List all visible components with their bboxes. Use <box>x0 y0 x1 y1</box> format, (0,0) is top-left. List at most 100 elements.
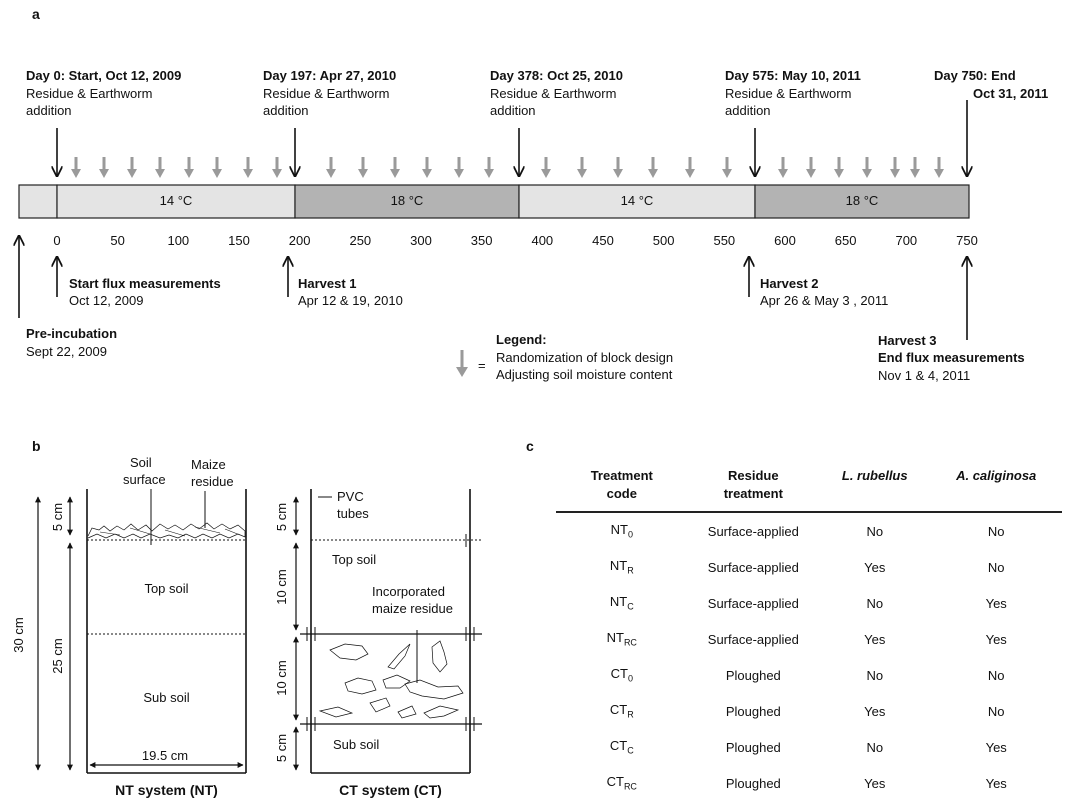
l-rubellus-cell: Yes <box>864 775 886 791</box>
temperature-period-1: 14 °C <box>159 193 193 208</box>
period-pre <box>18 184 58 219</box>
event-day575-title: Day 575: May 10, 2011 <box>725 68 861 83</box>
treatment-code-cell: NTRC <box>556 621 688 657</box>
treatment-table-header: Treatment code Residue treatment L. rubell… <box>556 463 1062 512</box>
residue-treatment-cell: Ploughed <box>725 703 781 719</box>
ct-incorporated-line2: maize residue <box>372 601 453 616</box>
treatment-code-cell: CTR <box>556 693 688 729</box>
legend-marker-icon <box>456 350 468 377</box>
adjustment-marker-icon <box>212 157 222 178</box>
legend-line2: Adjusting soil moisture content <box>496 367 673 382</box>
ct-pvc-line2: tubes <box>337 506 369 521</box>
event-day750-title: Day 750: End <box>934 68 1016 83</box>
ct-depth-10cm-top: 10 cm <box>274 569 289 605</box>
nt-top-soil: Top soil <box>144 581 189 596</box>
axis-tick-label: 250 <box>349 233 372 248</box>
adjustment-marker-icon <box>243 157 253 178</box>
adjustment-marker-icon <box>934 157 944 178</box>
code-base: CT <box>609 702 628 718</box>
axis-tick-label: 500 <box>652 233 675 248</box>
adjustment-marker-icon <box>778 157 788 178</box>
code-subscript: C <box>627 601 634 612</box>
event-day378-line2: Residue & Earthworm <box>490 86 617 101</box>
nt-diagram <box>35 489 247 774</box>
table-row: CT0 Ploughed No No <box>556 657 1062 693</box>
event-day197-title: Day 197: Apr 27, 2010 <box>263 68 397 83</box>
start-flux-date: Oct 12, 2009 <box>69 293 144 308</box>
treatment-code-cell: NTR <box>556 549 688 585</box>
adjustment-marker-icon <box>648 157 658 178</box>
adjustment-marker-icon <box>722 157 732 178</box>
nt-depth-5cm: 5 cm <box>50 502 65 532</box>
temperature-period-2: 18 °C <box>390 193 424 208</box>
axis-tick-label: 100 <box>167 233 190 248</box>
adjustment-marker-icon <box>862 157 872 178</box>
treatment-code-cell: CTRC <box>556 765 688 801</box>
harvest1-date: Apr 12 & 19, 2010 <box>298 293 403 308</box>
nt-width-label: 19.5 cm <box>141 748 189 763</box>
adjustment-marker-icon <box>806 157 816 178</box>
event-day378-title: Day 378: Oct 25, 2010 <box>490 68 623 83</box>
axis-tick-label: 400 <box>531 233 554 248</box>
l-rubellus-cell: Yes <box>864 631 886 647</box>
adjustment-marker-icon <box>390 157 400 178</box>
period-1 <box>56 184 296 219</box>
preincubation-title: Pre-incubation <box>26 326 118 341</box>
code-subscript: RC <box>623 637 637 648</box>
a-caliginosa-cell: No <box>987 559 1005 575</box>
nt-sub-soil: Sub soil <box>143 690 190 705</box>
code-subscript: RC <box>623 781 637 792</box>
l-rubellus-cell: Yes <box>864 703 886 719</box>
period-2 <box>294 184 520 219</box>
nt-caption: NT system (NT) <box>115 782 218 798</box>
a-caliginosa-cell: No <box>987 523 1005 539</box>
period-4 <box>754 184 970 219</box>
event-day197-line2: Residue & Earthworm <box>263 86 390 101</box>
axis-tick-label: 0 <box>53 233 61 248</box>
temperature-period-3: 14 °C <box>620 193 654 208</box>
adjustment-marker-icon <box>99 157 109 178</box>
event-day0-line2: Residue & Earthworm <box>26 86 153 101</box>
event-day0-title: Day 0: Start, Oct 12, 2009 <box>26 68 182 83</box>
event-day197-line3: addition <box>263 103 309 118</box>
adjustment-marker-icon <box>326 157 336 178</box>
axis-tick-label: 750 <box>956 233 978 248</box>
header-l-rubellus: L. rubellus <box>841 468 908 483</box>
bottom-arrows <box>19 236 967 340</box>
adjustment-marker-icon <box>685 157 695 178</box>
axis-tick-label: 700 <box>895 233 918 248</box>
ct-depth-10cm-mid: 10 cm <box>274 660 289 696</box>
code-base: NT <box>610 522 628 538</box>
adjustment-marker-icon <box>272 157 282 178</box>
harvest3-title: Harvest 3 <box>878 333 937 348</box>
nt-surface-residue <box>87 522 246 539</box>
nt-depth-25cm: 25 cm <box>50 638 65 674</box>
header-residue-treatment: Residue treatment <box>723 468 783 501</box>
panel-label-a: a <box>32 6 40 22</box>
axis-tick-label: 150 <box>228 233 250 248</box>
ct-sub-soil: Sub soil <box>333 737 380 752</box>
event-day575-line3: addition <box>725 103 771 118</box>
axis-tick-label: 300 <box>410 233 432 248</box>
axis-tick-label: 600 <box>774 233 796 248</box>
adjustment-marker-icon <box>422 157 432 178</box>
a-caliginosa-cell: Yes <box>985 739 1007 755</box>
table-row: NTC Surface-applied No Yes <box>556 585 1062 621</box>
residue-treatment-cell: Surface-applied <box>707 595 799 611</box>
l-rubellus-cell: Yes <box>864 559 886 575</box>
nt-depth-30cm: 30 cm <box>11 617 26 653</box>
residue-treatment-cell: Ploughed <box>725 739 781 755</box>
nt-soil-surface-line1: Soil <box>130 455 152 470</box>
harvest1-title: Harvest 1 <box>298 276 357 291</box>
ct-depth-5cm-top: 5 cm <box>274 502 289 532</box>
axis-tick-label: 650 <box>834 233 857 248</box>
event-day0-line3: addition <box>26 103 72 118</box>
a-caliginosa-cell: No <box>987 667 1005 683</box>
ct-pvc-line1: PVC <box>337 489 364 504</box>
table-row: CTC Ploughed No Yes <box>556 729 1062 765</box>
l-rubellus-cell: No <box>866 595 884 611</box>
treatment-code-cell: NTC <box>556 585 688 621</box>
temperature-period-4: 18 °C <box>845 193 879 208</box>
code-base: NT <box>609 594 628 610</box>
